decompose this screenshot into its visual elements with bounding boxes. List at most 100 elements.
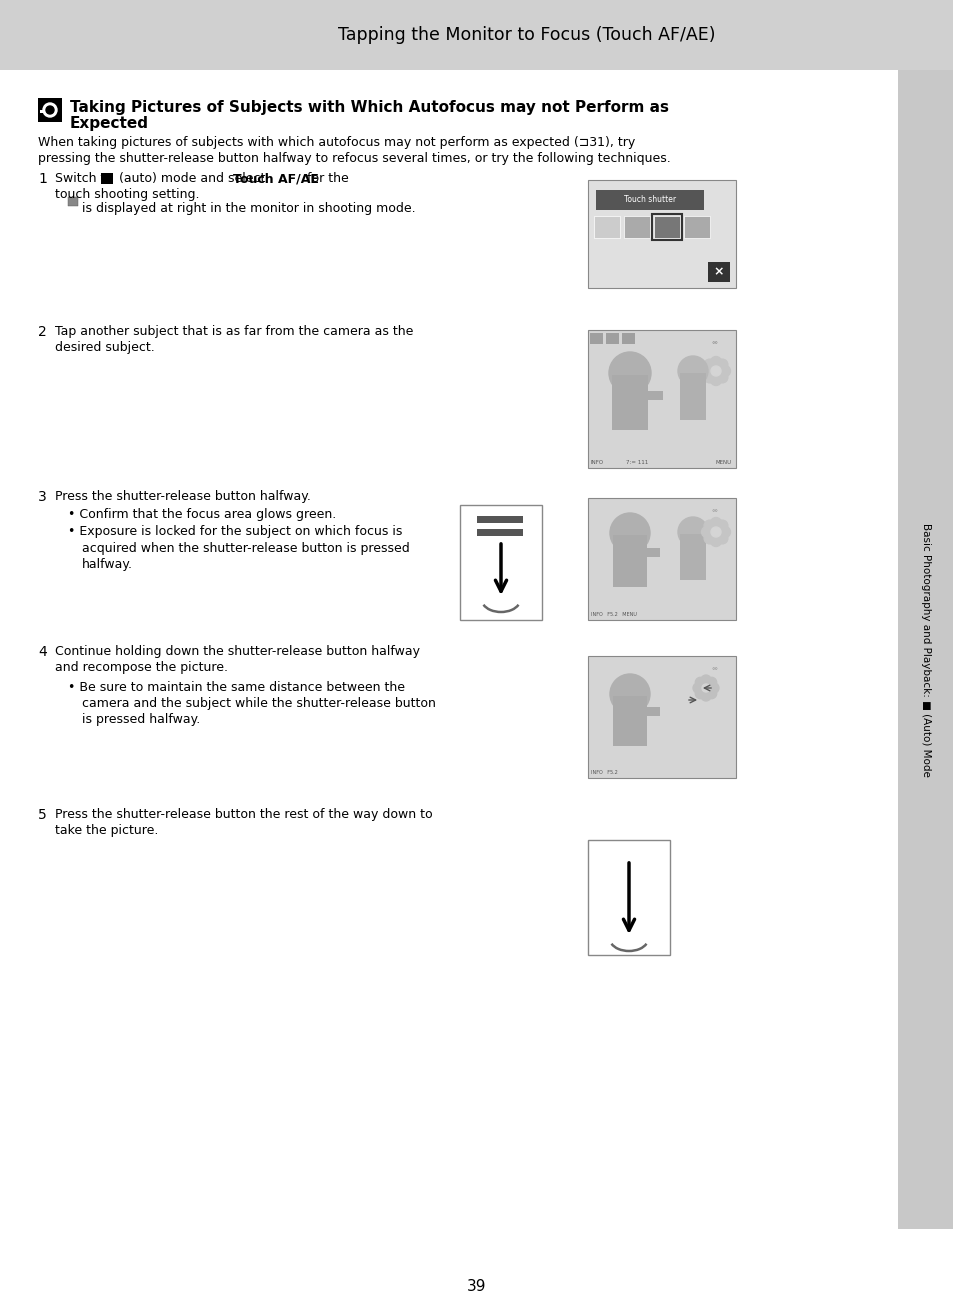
Text: Tap another subject that is as far from the camera as the: Tap another subject that is as far from …: [55, 325, 413, 338]
Bar: [587, 180, 735, 288]
Circle shape: [710, 518, 720, 528]
Text: halfway.: halfway.: [82, 558, 132, 572]
Bar: [651, 214, 681, 240]
Circle shape: [678, 356, 707, 386]
Bar: [707, 261, 729, 283]
Bar: [897, 70, 953, 1229]
Circle shape: [719, 365, 730, 377]
Bar: [613, 535, 646, 587]
Text: (auto) mode and select: (auto) mode and select: [115, 172, 269, 185]
Circle shape: [710, 374, 720, 385]
Circle shape: [716, 359, 727, 371]
Bar: [38, 99, 62, 122]
Text: Press the shutter-release button halfway.: Press the shutter-release button halfway…: [55, 490, 311, 503]
Circle shape: [716, 533, 727, 544]
Bar: [683, 215, 709, 238]
Circle shape: [46, 106, 54, 114]
Text: INFO   F5.2   MENU: INFO F5.2 MENU: [590, 612, 637, 618]
Bar: [589, 332, 602, 344]
Text: INFO   F5.2: INFO F5.2: [590, 770, 618, 775]
Circle shape: [716, 372, 727, 382]
Circle shape: [710, 356, 720, 368]
Text: Basic Photography and Playback: ■ (Auto) Mode: Basic Photography and Playback: ■ (Auto)…: [920, 523, 930, 777]
Bar: [643, 707, 659, 716]
Bar: [643, 548, 659, 557]
Circle shape: [703, 533, 715, 544]
Bar: [587, 498, 735, 620]
Circle shape: [609, 512, 649, 553]
Text: 39: 39: [467, 1279, 486, 1294]
Text: Switch to: Switch to: [55, 172, 117, 185]
Bar: [613, 696, 646, 746]
Text: touch shooting setting.: touch shooting setting.: [55, 188, 199, 201]
Circle shape: [703, 520, 715, 531]
Circle shape: [692, 683, 702, 692]
Bar: [476, 530, 522, 536]
Circle shape: [706, 689, 716, 699]
Text: 7:= 111: 7:= 111: [625, 460, 648, 465]
Text: 2: 2: [38, 325, 47, 339]
Circle shape: [708, 683, 719, 692]
Text: 3: 3: [38, 490, 47, 505]
Text: Continue holding down the shutter-release button halfway: Continue holding down the shutter-releas…: [55, 645, 419, 658]
Text: acquired when the shutter-release button is pressed: acquired when the shutter-release button…: [82, 541, 410, 555]
Text: When taking pictures of subjects with which autofocus may not perform as expecte: When taking pictures of subjects with wh…: [38, 137, 635, 148]
Bar: [605, 332, 618, 344]
Text: Touch shutter: Touch shutter: [623, 196, 676, 205]
Text: Touch AF/AE: Touch AF/AE: [233, 172, 318, 185]
Bar: [644, 392, 662, 399]
Bar: [459, 505, 541, 620]
Bar: [587, 840, 669, 955]
Text: 5: 5: [38, 808, 47, 823]
Circle shape: [695, 689, 704, 699]
Bar: [101, 173, 112, 184]
Circle shape: [43, 102, 57, 117]
Bar: [587, 330, 735, 468]
Bar: [654, 215, 679, 238]
Text: pressing the shutter-release button halfway to refocus several times, or try the: pressing the shutter-release button half…: [38, 152, 670, 166]
Text: camera and the subject while the shutter-release button: camera and the subject while the shutter…: [82, 696, 436, 710]
Text: is displayed at right in the monitor in shooting mode.: is displayed at right in the monitor in …: [82, 202, 416, 215]
Circle shape: [700, 365, 712, 377]
Circle shape: [706, 677, 716, 687]
Text: Expected: Expected: [70, 116, 149, 131]
Bar: [0, 0, 953, 70]
Circle shape: [710, 536, 720, 547]
Circle shape: [695, 677, 704, 687]
Circle shape: [710, 367, 720, 376]
Circle shape: [608, 352, 650, 394]
Circle shape: [609, 674, 649, 714]
Text: INFO: INFO: [590, 460, 603, 465]
Bar: [679, 533, 705, 579]
Circle shape: [719, 527, 730, 537]
Circle shape: [716, 520, 727, 531]
Text: desired subject.: desired subject.: [55, 342, 154, 353]
Circle shape: [700, 691, 710, 700]
Bar: [623, 215, 649, 238]
Text: and recompose the picture.: and recompose the picture.: [55, 661, 228, 674]
Text: 1: 1: [38, 172, 47, 187]
Circle shape: [678, 516, 707, 547]
Circle shape: [700, 527, 712, 537]
Bar: [679, 373, 705, 420]
Circle shape: [710, 527, 720, 537]
Bar: [40, 110, 45, 113]
Text: • Confirm that the focus area glows green.: • Confirm that the focus area glows gree…: [68, 509, 335, 520]
Bar: [612, 374, 647, 430]
Text: MENU: MENU: [716, 460, 731, 465]
Text: °°: °°: [710, 510, 718, 516]
Text: ×: ×: [713, 265, 723, 279]
Circle shape: [703, 372, 715, 382]
Text: Taking Pictures of Subjects with Which Autofocus may not Perform as: Taking Pictures of Subjects with Which A…: [70, 100, 668, 116]
Circle shape: [703, 359, 715, 371]
Bar: [587, 656, 735, 778]
Bar: [596, 191, 703, 210]
Circle shape: [701, 685, 709, 692]
Text: is pressed halfway.: is pressed halfway.: [82, 714, 200, 727]
Text: °°: °°: [710, 342, 718, 348]
Text: 4: 4: [38, 645, 47, 660]
Circle shape: [700, 675, 710, 685]
Text: °°: °°: [710, 668, 718, 674]
Text: Tapping the Monitor to Focus (Touch AF/AE): Tapping the Monitor to Focus (Touch AF/A…: [338, 26, 715, 43]
Text: • Be sure to maintain the same distance between the: • Be sure to maintain the same distance …: [68, 681, 405, 694]
